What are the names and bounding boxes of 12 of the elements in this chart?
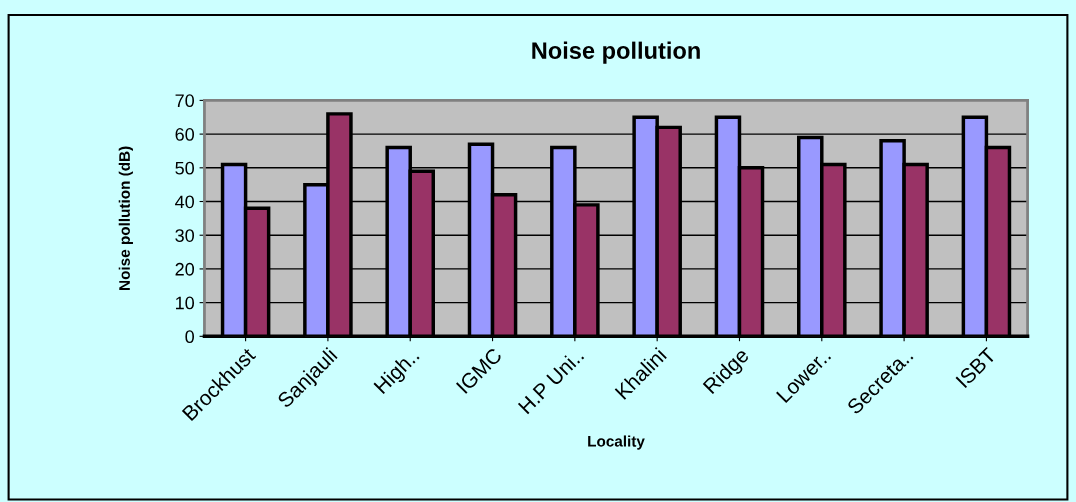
x-axis-title: Locality	[588, 435, 645, 450]
y-tick-label: 30	[175, 229, 195, 242]
y-tick-label: 70	[175, 94, 195, 108]
y-tick-label: 50	[175, 161, 195, 175]
y-tick-label: 20	[175, 262, 195, 276]
y-axis-title: Noise pollution (dB)	[118, 146, 133, 290]
y-tick-label: 60	[175, 128, 195, 141]
y-tick-label: 10	[176, 296, 195, 310]
x-tick-label: H.P Uni..	[517, 347, 585, 415]
chart-title: Noise pollution	[532, 41, 700, 64]
y-tick-label: 40	[175, 195, 195, 209]
y-tick-label: 0	[185, 330, 195, 344]
